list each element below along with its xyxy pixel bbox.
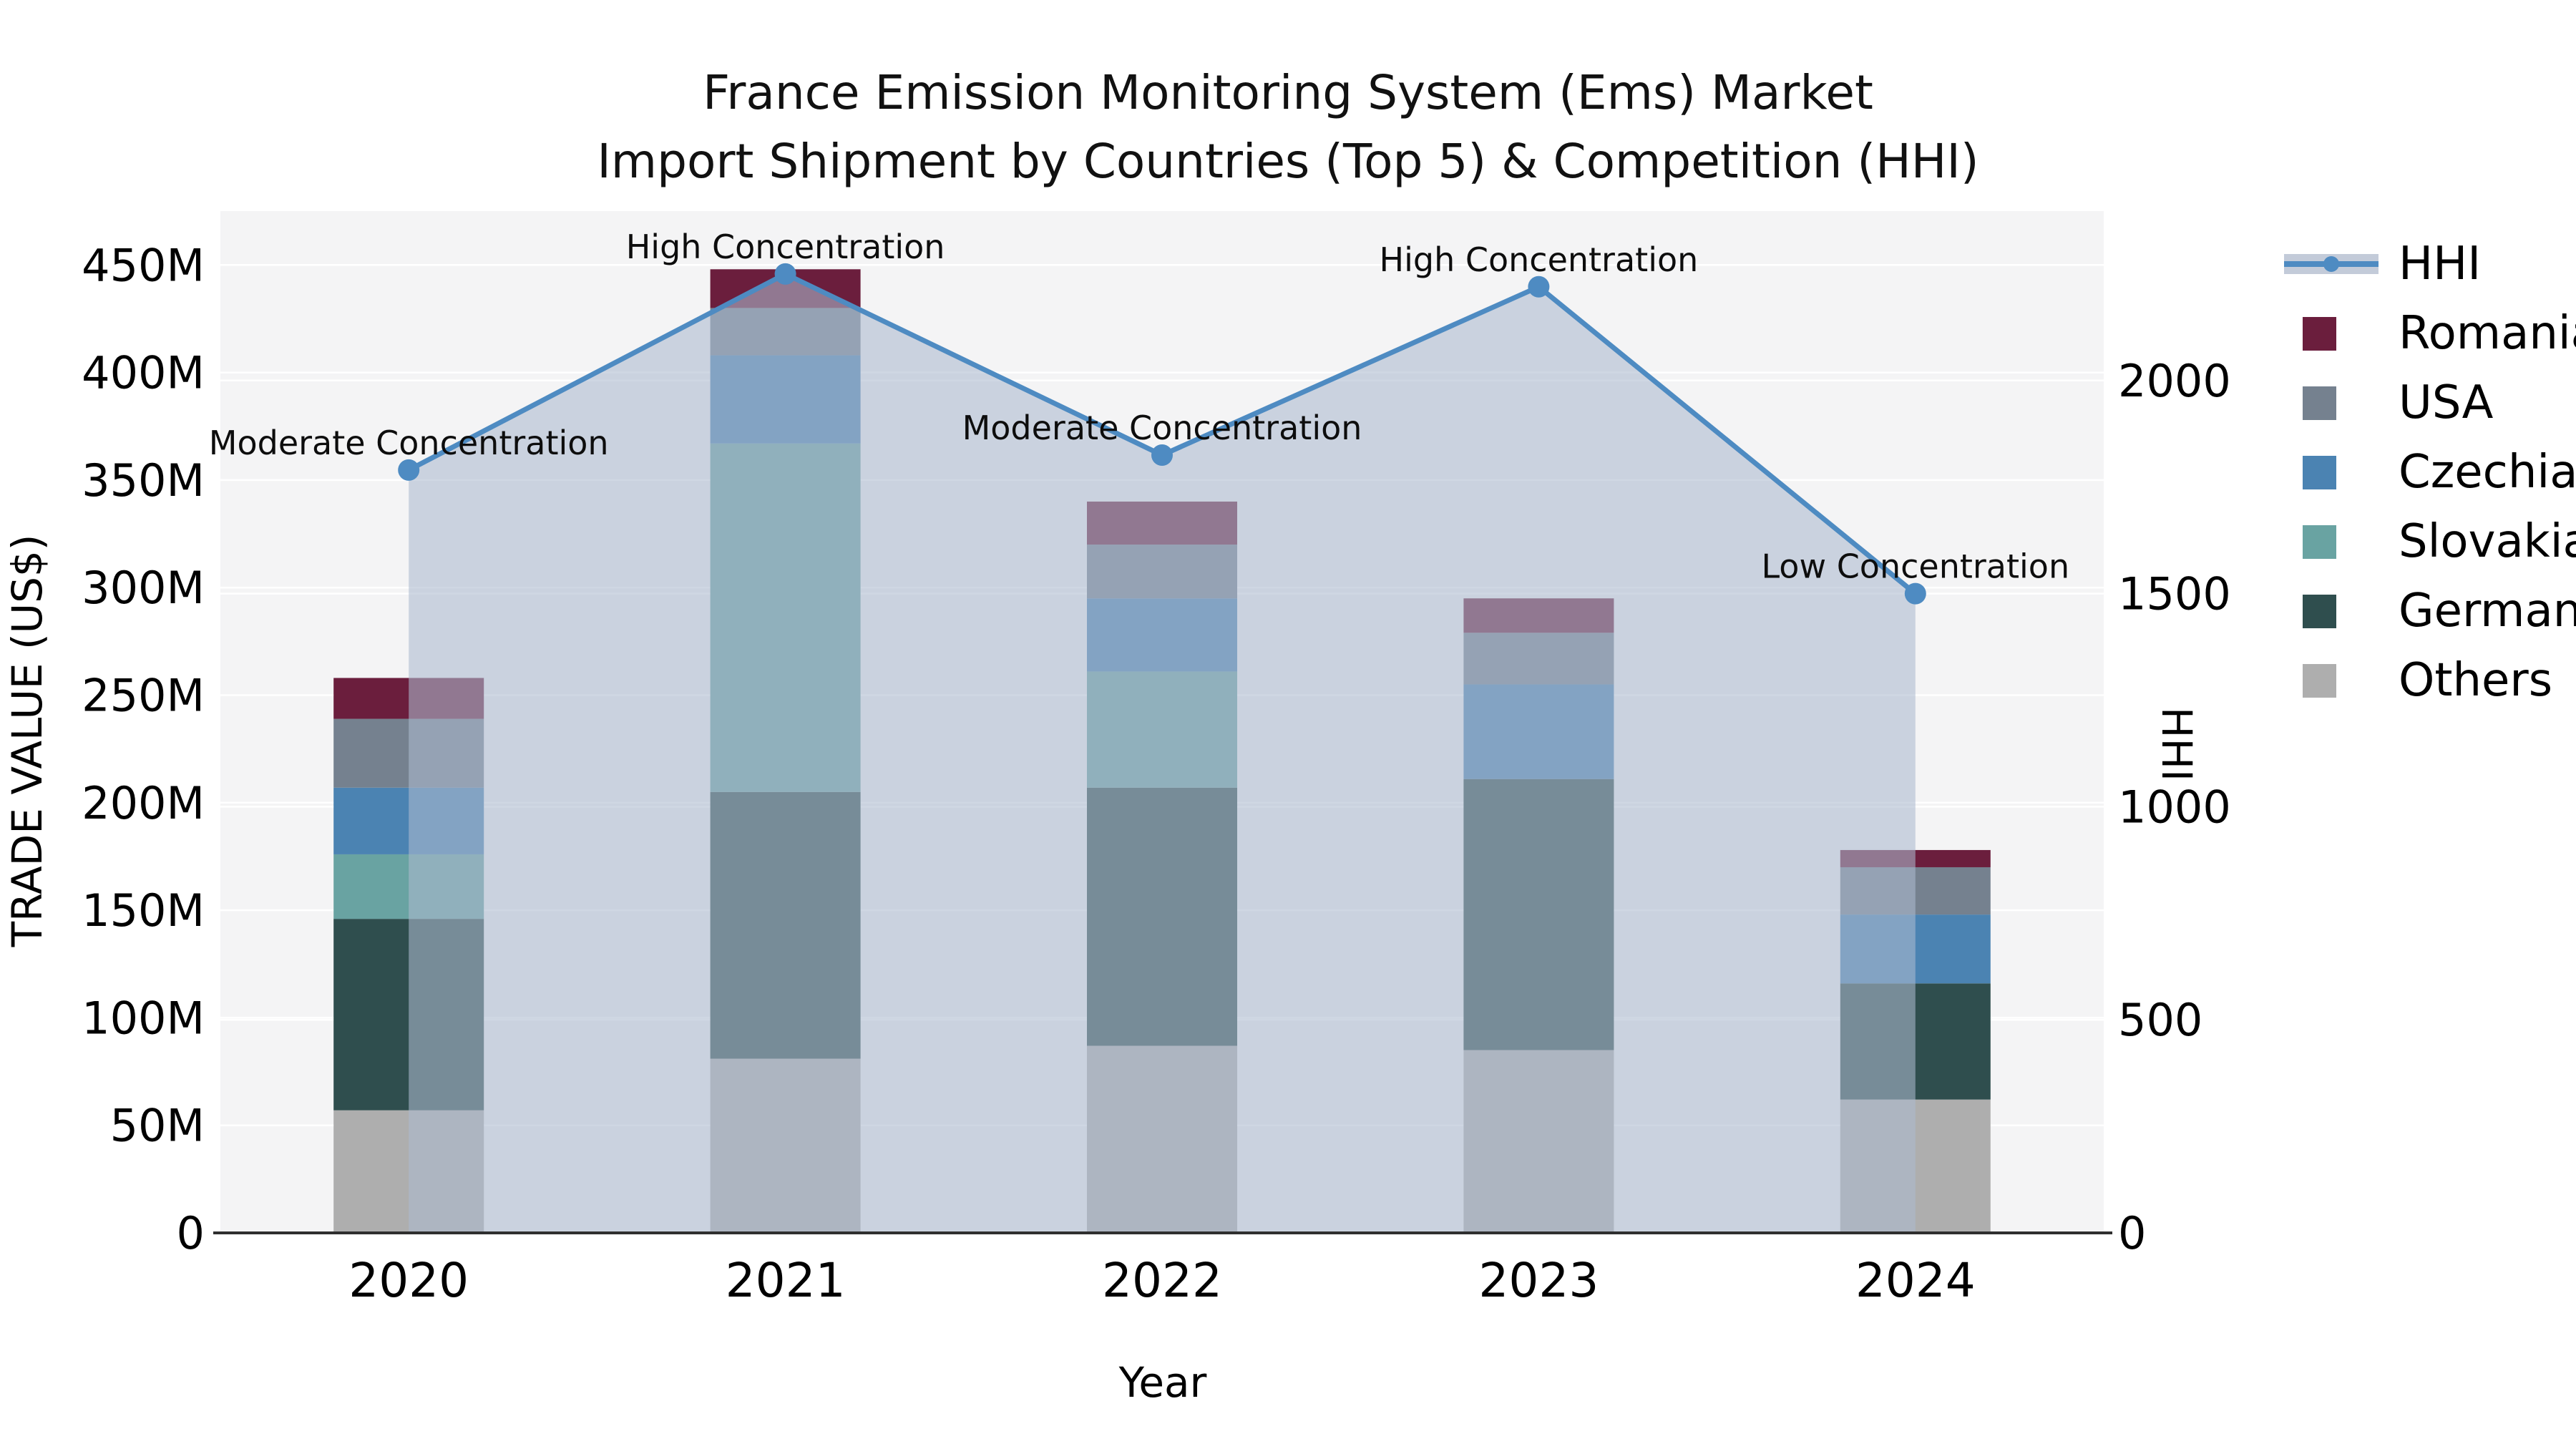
hhi-marker-2023 (1528, 275, 1550, 298)
right-tick-label: 0 (2118, 1207, 2146, 1259)
legend-item-hhi: HHI (2284, 229, 2576, 298)
legend-swatch-germany (2284, 594, 2379, 628)
legend-label: Romania (2399, 306, 2576, 360)
legend-item-germany: Germany (2284, 576, 2576, 645)
x-tick-label: 2020 (348, 1253, 469, 1308)
legend-label: Slovakia (2399, 514, 2576, 568)
annotation-2024: Low Concentration (1761, 547, 2069, 586)
color-swatch (2303, 316, 2336, 351)
legend-item-czechia: Czechia (2284, 437, 2576, 507)
legend-label: USA (2399, 376, 2494, 429)
left-tick-label: 250M (82, 670, 205, 722)
left-tick-label: 400M (82, 347, 205, 399)
legend-item-usa: USA (2284, 368, 2576, 437)
left-tick-label: 350M (82, 454, 205, 507)
legend-swatch-czechia (2284, 455, 2379, 489)
chart-title: France Emission Monitoring System (Ems) … (21, 59, 2555, 196)
legend-label: Others (2399, 653, 2553, 707)
hhi-marker-2020 (398, 459, 420, 481)
hhi-marker-2021 (774, 263, 796, 285)
legend-item-slovakia: Slovakia (2284, 507, 2576, 576)
left-tick-label: 150M (82, 884, 205, 937)
color-swatch (2303, 594, 2336, 628)
legend: HHI Romania USA Czechia Slovakia Germany Other… (2284, 229, 2576, 715)
color-swatch (2303, 386, 2336, 420)
chart-title-line1: France Emission Monitoring System (Ems) … (703, 65, 1873, 120)
x-tick-label: 2024 (1855, 1253, 1976, 1308)
legend-swatch-others (2284, 663, 2379, 698)
legend-item-others: Others (2284, 645, 2576, 715)
color-swatch (2303, 525, 2336, 559)
legend-hhi-line-sample (2284, 247, 2379, 281)
right-tick-label: 500 (2118, 994, 2202, 1046)
y-axis-title-left: TRADE VALUE (US$) (3, 534, 52, 947)
chart-title-line2: Import Shipment by Countries (Top 5) & C… (597, 134, 1979, 189)
annotation-2021: High Concentration (626, 228, 945, 266)
legend-label: Czechia (2399, 445, 2576, 499)
legend-swatch-slovakia (2284, 525, 2379, 559)
color-swatch (2303, 455, 2336, 489)
x-tick-label: 2022 (1102, 1253, 1222, 1308)
annotation-2023: High Concentration (1380, 240, 1699, 279)
hhi-area-fill (409, 273, 1916, 1233)
legend-item-romania: Romania (2284, 298, 2576, 368)
legend-label: Germany (2399, 584, 2576, 638)
x-tick-label: 2023 (1478, 1253, 1599, 1308)
right-tick-label: 1000 (2118, 781, 2231, 833)
legend-swatch-usa (2284, 386, 2379, 420)
x-axis-title: Year (1118, 1358, 1207, 1407)
legend-swatch-romania (2284, 316, 2379, 351)
hhi-marker-2022 (1151, 444, 1173, 467)
x-tick-label: 2021 (726, 1253, 846, 1308)
left-tick-label: 450M (82, 239, 205, 291)
y-axis-title-right: HHI (2152, 706, 2201, 782)
right-tick-label: 2000 (2118, 355, 2231, 407)
annotation-2020: Moderate Concentration (209, 424, 609, 462)
right-tick-label: 1500 (2118, 568, 2231, 620)
hhi-marker-icon (2323, 255, 2339, 272)
legend-label: HHI (2399, 237, 2482, 291)
left-tick-label: 0 (177, 1207, 205, 1259)
annotation-2022: Moderate Concentration (962, 409, 1362, 447)
left-tick-label: 300M (82, 562, 205, 614)
left-tick-label: 100M (82, 992, 205, 1044)
left-tick-label: 200M (82, 777, 205, 829)
left-tick-label: 50M (110, 1100, 205, 1152)
color-swatch (2303, 663, 2336, 698)
hhi-marker-2024 (1904, 582, 1926, 605)
